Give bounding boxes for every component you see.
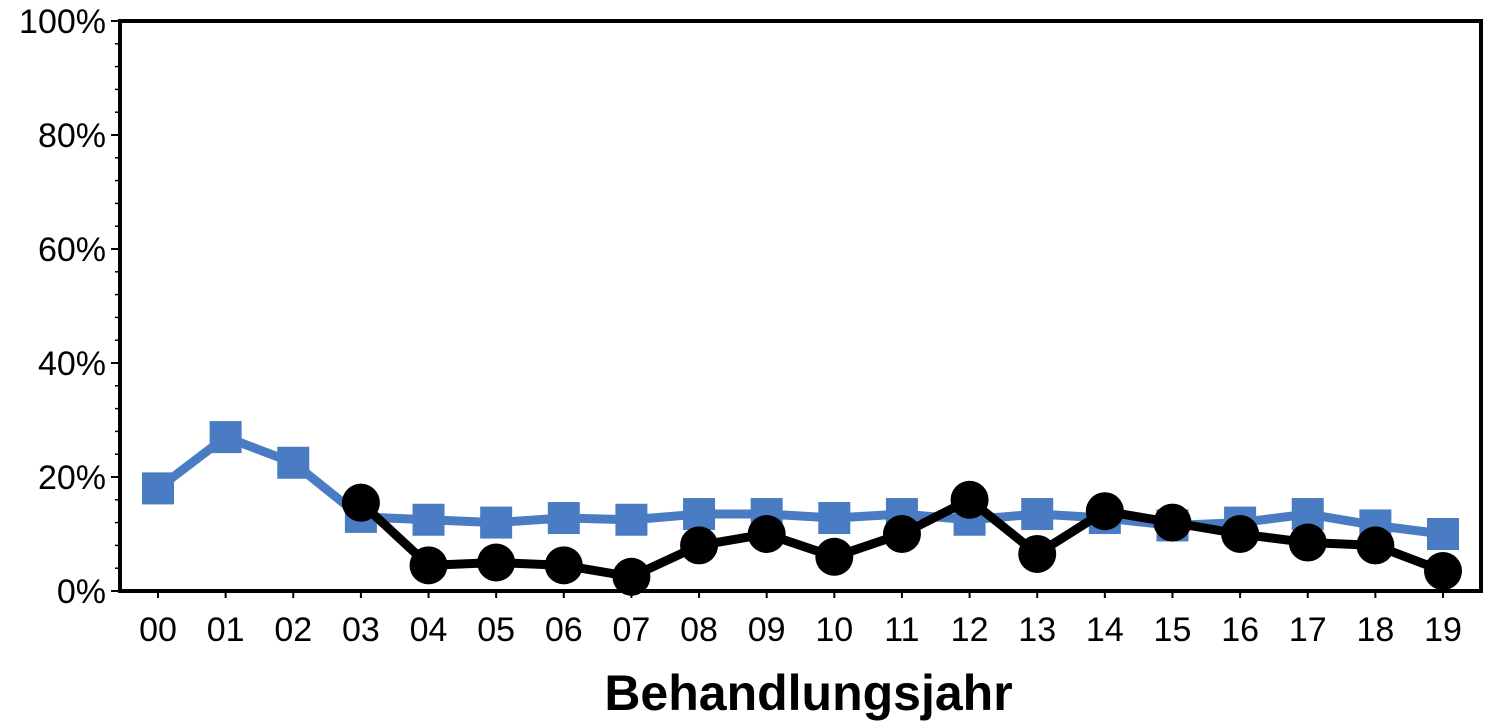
series-2-point <box>409 546 448 585</box>
series-1-point <box>277 446 310 479</box>
series-1-point <box>683 498 716 531</box>
series-1 <box>142 421 1459 550</box>
x-tick-label: 10 <box>815 611 853 649</box>
x-tick-label: 14 <box>1086 611 1124 649</box>
series-1-point <box>818 502 851 535</box>
x-tick-label: 09 <box>748 611 786 649</box>
series-1-point <box>412 503 445 536</box>
series-1-point <box>615 503 648 536</box>
series-2-point <box>882 515 921 553</box>
x-tick-label: 04 <box>410 611 448 649</box>
y-axis: 0% 20% 40% 60% 80% 100% <box>19 3 120 611</box>
series-2-point <box>1018 534 1057 573</box>
x-tick-label: 16 <box>1221 611 1259 649</box>
series-2-point <box>477 543 516 582</box>
x-tick-label: 02 <box>274 611 312 649</box>
x-tick-label: 03 <box>342 611 380 649</box>
x-tick-label: 00 <box>139 611 177 649</box>
series-1-point <box>1021 498 1054 531</box>
x-tick-label: 18 <box>1356 611 1394 649</box>
series-1-point <box>142 472 174 505</box>
series-2-point <box>1356 526 1395 565</box>
plot-area-series <box>142 421 1462 596</box>
series-2-point <box>544 546 583 585</box>
series-2-point <box>1288 523 1327 562</box>
y-tick-label: 100% <box>19 3 106 41</box>
plot-frame <box>118 19 1483 593</box>
x-tick-label: 17 <box>1289 611 1327 649</box>
y-tick-label: 80% <box>38 117 106 155</box>
series-1-point <box>480 506 513 539</box>
y-tick-label: 60% <box>38 231 106 269</box>
series-2-point <box>1424 552 1462 591</box>
x-tick-label: 12 <box>951 611 989 649</box>
series-1-point <box>1427 518 1459 550</box>
x-tick-label: 06 <box>545 611 583 649</box>
x-tick-label: 07 <box>613 611 651 649</box>
y-tick-label: 0% <box>57 573 106 611</box>
y-tick-label: 20% <box>38 459 106 497</box>
x-tick-label: 19 <box>1424 611 1462 649</box>
x-tick-label: 01 <box>207 611 245 649</box>
series-2-point <box>815 537 854 576</box>
series-2-point <box>950 480 989 519</box>
series-2-point <box>1221 515 1260 553</box>
x-tick-label: 13 <box>1018 611 1056 649</box>
series-1-point <box>547 502 580 535</box>
series-2-point <box>341 483 380 522</box>
series-2-point <box>612 557 651 596</box>
x-tick-label: 15 <box>1154 611 1192 649</box>
x-axis-title: Behandlungsjahr <box>604 665 1012 721</box>
series-2-point <box>1085 492 1124 531</box>
series-2-point <box>1153 503 1192 542</box>
x-tick-label: 05 <box>477 611 515 649</box>
series-2-point <box>747 515 786 553</box>
y-tick-label: 40% <box>38 345 106 383</box>
x-tick-label: 08 <box>680 611 718 649</box>
series-2 <box>341 480 1462 596</box>
series-2-point <box>680 526 719 565</box>
series-1-point <box>209 421 242 454</box>
x-tick-label: 11 <box>884 611 919 649</box>
x-axis: 00 01 02 03 04 05 06 07 08 09 10 11 12 13 14 15 16 17 18 19 <box>139 591 1462 649</box>
